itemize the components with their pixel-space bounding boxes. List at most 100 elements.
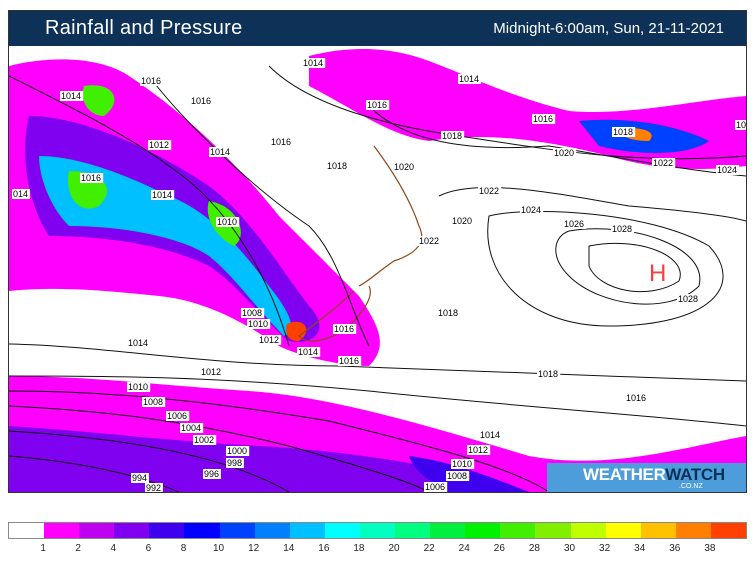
isobar-label-bg bbox=[441, 131, 465, 141]
isobar-label-bg bbox=[226, 446, 250, 456]
isobar-label: 1016 bbox=[271, 137, 291, 147]
legend-swatch bbox=[500, 523, 536, 538]
isobar-label: 1020 bbox=[452, 216, 472, 226]
isobar-labels: 1014 1014 1016 1014 1016 1016 1016 1018 1018 102 1… bbox=[12, 58, 746, 492]
legend-label: 28 bbox=[528, 543, 540, 554]
isobar-label-bg bbox=[193, 435, 217, 445]
isobar-label: 1014 bbox=[128, 338, 148, 348]
isobar-label-bg bbox=[467, 445, 491, 455]
isobar-label: 994 bbox=[132, 473, 147, 483]
legend-swatch bbox=[324, 523, 360, 538]
legend-swatch bbox=[79, 523, 115, 538]
isobar-label: 1012 bbox=[259, 335, 279, 345]
isobar-label-bg bbox=[366, 100, 390, 110]
isobar-label: 1014 bbox=[459, 74, 479, 84]
isobar-label: 1014 bbox=[480, 430, 500, 440]
isobar-label-bg bbox=[446, 471, 470, 481]
isobar-label-bg bbox=[652, 158, 676, 168]
isobar-label: 1024 bbox=[717, 165, 737, 175]
legend-label: 38 bbox=[704, 543, 716, 554]
isobar-label-bg bbox=[478, 186, 502, 196]
isobar-label: 1022 bbox=[419, 236, 439, 246]
isobar-label-bg bbox=[140, 76, 164, 86]
isobar-label-bg bbox=[145, 483, 163, 492]
isobar-label: 1010 bbox=[248, 319, 268, 329]
legend-swatch bbox=[640, 523, 676, 538]
isobar-label-bg bbox=[200, 367, 224, 377]
isobar-label-bg bbox=[532, 114, 556, 124]
legend-swatch bbox=[289, 523, 325, 538]
isobar-label-bg bbox=[393, 162, 417, 172]
logo-suffix: .CO.NZ bbox=[679, 483, 703, 490]
rain-core-red bbox=[286, 321, 307, 342]
isobar-label: 102 bbox=[736, 120, 746, 130]
isobar-label-bg bbox=[142, 397, 166, 407]
isobar-label-bg bbox=[270, 137, 294, 147]
legend-swatch bbox=[184, 523, 220, 538]
isobar-label-bg bbox=[258, 335, 282, 345]
legend-swatch bbox=[395, 523, 431, 538]
isobar-label: 1014 bbox=[152, 190, 172, 200]
forecast-time: Midnight-6:00am, Sun, 21-11-2021 bbox=[493, 20, 724, 37]
legend-label: 22 bbox=[423, 543, 435, 554]
isobar-label-bg bbox=[80, 173, 104, 183]
isobar-label: 1016 bbox=[367, 100, 387, 110]
isobar-label: 1016 bbox=[141, 76, 161, 86]
isobar-label: 1018 bbox=[442, 131, 462, 141]
isobar-label-bg bbox=[451, 459, 475, 469]
logo-watch: WATCH bbox=[665, 465, 725, 484]
legend-label: 14 bbox=[283, 543, 295, 554]
isobar-label: 1024 bbox=[521, 205, 541, 215]
isobar-label: 1018 bbox=[438, 308, 458, 318]
isobar-label-bg bbox=[190, 96, 214, 106]
isobar-label: 1014 bbox=[210, 147, 230, 157]
isobar-label-bg bbox=[302, 58, 326, 68]
isobar-label-bg bbox=[677, 294, 701, 304]
isobar-label-bg bbox=[226, 458, 244, 468]
high-pressure-marker: H bbox=[649, 260, 666, 287]
isobar-label-bg bbox=[611, 224, 635, 234]
legend-label: 24 bbox=[458, 543, 470, 554]
isobar-label: 1014 bbox=[61, 91, 81, 101]
isobar-label-bg bbox=[12, 189, 30, 199]
isobar-label: 1022 bbox=[479, 186, 499, 196]
isobar-label: 1018 bbox=[327, 161, 347, 171]
isobar-label-bg bbox=[216, 217, 240, 227]
isobar-label: 1018 bbox=[613, 127, 633, 137]
legend-swatch bbox=[535, 523, 571, 538]
weatherwatch-logo[interactable]: WEATHERWATCH .CO.NZ bbox=[547, 463, 746, 492]
isobar-label: 1020 bbox=[554, 148, 574, 158]
legend-swatch bbox=[605, 523, 641, 538]
isobar-label: 1010 bbox=[217, 217, 237, 227]
legend-label: 16 bbox=[318, 543, 330, 554]
legend-swatch bbox=[465, 523, 501, 538]
rainfall-pressure-map: 1014 1014 1016 1014 1016 1016 1016 1018 1018 102 1… bbox=[9, 49, 746, 492]
isobar-label: 1016 bbox=[81, 173, 101, 183]
rain-core-green bbox=[68, 85, 241, 246]
legend-label: 1 bbox=[40, 543, 46, 554]
legend-swatch bbox=[254, 523, 290, 538]
isobar-label: 992 bbox=[146, 483, 161, 492]
isobar-label-bg bbox=[716, 165, 740, 175]
legend-label: 2 bbox=[75, 543, 81, 554]
legend-label: 10 bbox=[213, 543, 225, 554]
isobar-label-bg bbox=[553, 148, 577, 158]
isobar-label-bg bbox=[131, 473, 149, 483]
logo-weather: WEATHER bbox=[583, 465, 666, 484]
isobar-label: 1000 bbox=[227, 446, 247, 456]
isobar-label-bg bbox=[338, 356, 362, 366]
isobar-label-bg bbox=[537, 369, 561, 379]
isobar-label: 1028 bbox=[678, 294, 698, 304]
isobar-label: 1006 bbox=[167, 411, 187, 421]
rainfall-layer bbox=[9, 49, 746, 492]
legend-swatch bbox=[114, 523, 150, 538]
map-title: Rainfall and Pressure bbox=[45, 17, 243, 39]
isobar-label-bg bbox=[437, 308, 461, 318]
isobar-label: 1010 bbox=[452, 459, 472, 469]
isobar-label-bg bbox=[209, 147, 233, 157]
isobar-label: 1028 bbox=[612, 224, 632, 234]
isobar-label: 1016 bbox=[626, 393, 646, 403]
legend-label: 4 bbox=[110, 543, 117, 554]
isobar-label: 1016 bbox=[339, 356, 359, 366]
legend-label: 36 bbox=[669, 543, 681, 554]
